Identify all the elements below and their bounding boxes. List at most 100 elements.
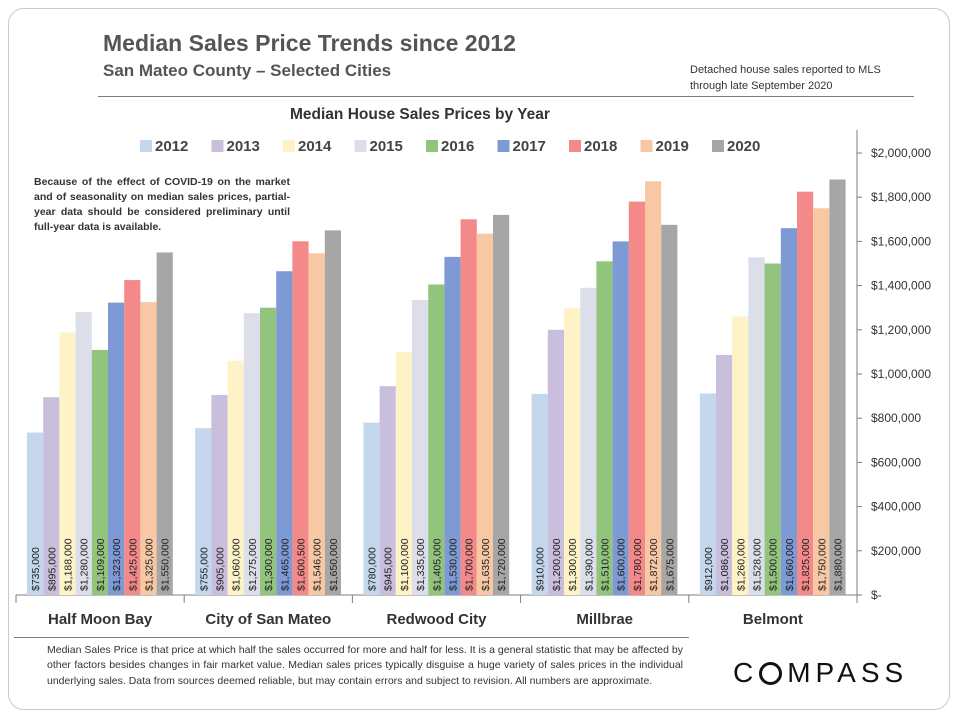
data-label: $912,000 bbox=[703, 547, 715, 591]
footnote: Median Sales Price is that price at whic… bbox=[47, 644, 683, 687]
data-label: $895,000 bbox=[46, 547, 58, 591]
bar-2017 bbox=[276, 271, 293, 595]
legend-label: 2019 bbox=[656, 138, 689, 155]
data-label: $1,635,000 bbox=[480, 538, 492, 591]
bar-2013 bbox=[379, 386, 396, 595]
data-label: $1,750,000 bbox=[816, 538, 828, 591]
covid-note: Because of the effect of COVID-19 on the… bbox=[34, 176, 290, 233]
legend-swatch-2018 bbox=[569, 140, 581, 152]
bar-2019 bbox=[308, 253, 325, 596]
data-label: $1,700,000 bbox=[464, 538, 476, 591]
data-label: $1,109,000 bbox=[95, 538, 107, 591]
bar-2016 bbox=[260, 307, 277, 595]
bar-2015 bbox=[243, 313, 260, 595]
data-label: $1,200,000 bbox=[551, 538, 563, 591]
legend-label: 2017 bbox=[513, 138, 546, 155]
bar-2014 bbox=[732, 316, 749, 595]
compass-logo: COMPASS bbox=[733, 657, 908, 689]
data-label: $945,000 bbox=[383, 547, 395, 591]
data-label: $1,188,000 bbox=[63, 538, 75, 591]
y-tick-label: $1,400,000 bbox=[871, 279, 931, 293]
header-divider bbox=[98, 96, 914, 97]
data-label: $1,465,000 bbox=[279, 538, 291, 591]
y-tick-label: $1,600,000 bbox=[871, 234, 931, 248]
legend-swatch-2019 bbox=[640, 140, 653, 152]
data-label: $1,660,000 bbox=[784, 538, 796, 591]
bar-2016 bbox=[596, 261, 613, 595]
data-label: $1,528,000 bbox=[752, 538, 764, 591]
bar-2017 bbox=[780, 228, 797, 595]
legend-swatch-2014 bbox=[283, 140, 295, 152]
data-label: $1,825,000 bbox=[800, 538, 812, 591]
data-label: $1,300,000 bbox=[567, 538, 579, 591]
bar-2013 bbox=[211, 394, 228, 595]
bar-2018 bbox=[460, 219, 477, 596]
legend-label: 2020 bbox=[727, 138, 760, 155]
bar-2020 bbox=[324, 230, 341, 595]
legend-label: 2018 bbox=[584, 138, 617, 155]
legend-swatch-2015 bbox=[354, 140, 367, 152]
bar-2016 bbox=[764, 263, 781, 595]
bar-2020 bbox=[156, 252, 173, 595]
data-label: $1,780,000 bbox=[632, 538, 644, 591]
data-label: $910,000 bbox=[535, 547, 547, 591]
data-label: $1,280,000 bbox=[79, 538, 91, 591]
bar-2015 bbox=[748, 257, 765, 595]
data-label: $1,086,000 bbox=[719, 538, 731, 591]
y-tick-label: $2,000,000 bbox=[871, 146, 931, 160]
data-label: $1,872,000 bbox=[648, 538, 660, 591]
legend-label: 2013 bbox=[227, 138, 260, 155]
legend-swatch-2012 bbox=[140, 140, 152, 152]
data-label: $1,880,000 bbox=[833, 538, 845, 591]
logo-o-mark bbox=[759, 662, 783, 685]
data-label: $1,260,000 bbox=[735, 538, 747, 591]
y-tick-label: $600,000 bbox=[871, 455, 921, 469]
bar-2016 bbox=[428, 284, 445, 595]
data-label: $1,060,000 bbox=[231, 538, 243, 591]
bar-2018 bbox=[628, 201, 645, 595]
bar-2015 bbox=[75, 312, 92, 595]
y-tick-label: $800,000 bbox=[871, 411, 921, 425]
data-label: $735,000 bbox=[30, 547, 42, 591]
bar-2015 bbox=[412, 299, 429, 595]
bar-2017 bbox=[612, 241, 629, 595]
bar-2017 bbox=[108, 302, 125, 595]
chart-title: Median House Sales Prices by Year bbox=[290, 106, 550, 123]
data-label: $1,600,500 bbox=[296, 538, 308, 591]
data-label: $1,425,000 bbox=[127, 538, 139, 591]
y-tick-label: $200,000 bbox=[871, 544, 921, 558]
bar-2019 bbox=[476, 233, 493, 596]
data-label: $1,530,000 bbox=[448, 538, 460, 591]
y-tick-label: $1,200,000 bbox=[871, 323, 931, 337]
legend-label: 2015 bbox=[370, 138, 403, 155]
data-label: $1,720,000 bbox=[496, 538, 508, 591]
legend-label: 2012 bbox=[155, 138, 188, 155]
legend-swatch-2020 bbox=[712, 140, 724, 152]
data-label: $1,100,000 bbox=[399, 538, 411, 591]
footer-divider bbox=[14, 637, 689, 638]
bar-2012 bbox=[363, 422, 380, 595]
bar-2018 bbox=[124, 280, 141, 595]
bar-2016 bbox=[91, 349, 108, 595]
bar-2014 bbox=[59, 332, 76, 595]
bar-2018 bbox=[292, 241, 309, 596]
data-label: $1,275,000 bbox=[247, 538, 259, 591]
bar-2017 bbox=[444, 256, 461, 595]
bar-2019 bbox=[645, 181, 662, 595]
legend-label: 2014 bbox=[298, 138, 332, 155]
bar-2012 bbox=[27, 432, 44, 595]
page-title: Median Sales Price Trends since 2012 bbox=[103, 30, 516, 56]
legend-swatch-2016 bbox=[426, 140, 438, 152]
source-note: Detached house sales reported to MLS thr… bbox=[690, 64, 881, 92]
legend-swatch-2013 bbox=[211, 140, 224, 152]
data-label: $1,390,000 bbox=[583, 538, 595, 591]
category-label: Half Moon Bay bbox=[48, 611, 153, 628]
logo-text-end: MPASS bbox=[787, 657, 909, 688]
data-label: $1,600,000 bbox=[616, 538, 628, 591]
y-tick-label: $400,000 bbox=[871, 500, 921, 514]
data-label: $1,675,000 bbox=[664, 538, 676, 591]
bar-2014 bbox=[227, 360, 244, 595]
bar-2013 bbox=[716, 354, 733, 595]
data-label: $1,546,000 bbox=[312, 538, 324, 591]
bar-2013 bbox=[547, 329, 564, 595]
